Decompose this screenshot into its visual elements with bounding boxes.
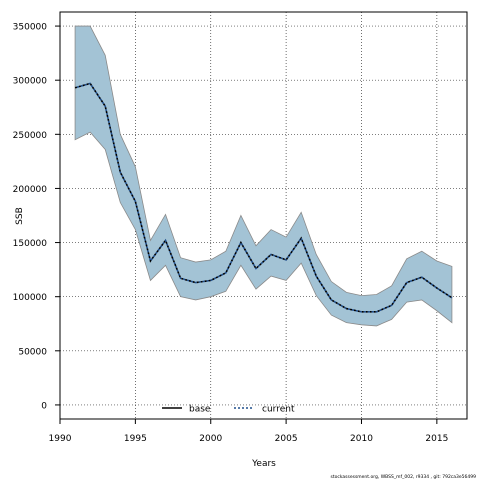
footer-credit: stockassessment.org, WBSS_mf_002, r9334 … — [331, 474, 477, 480]
series-lines — [74, 82, 453, 313]
legend-label-base: base — [189, 405, 211, 415]
current-line-dark — [74, 82, 453, 313]
x-tick-label: 2005 — [275, 434, 298, 444]
plot-frame — [59, 11, 468, 420]
y-tick-label: 50000 — [18, 347, 47, 357]
y-axis-title: SSB — [15, 207, 25, 225]
x-axis-title: Years — [251, 459, 276, 469]
y-tick-label: 200000 — [13, 185, 48, 195]
legend-label-current: current — [262, 405, 295, 415]
x-tick-label: 2015 — [425, 434, 448, 444]
x-tick-label: 2010 — [350, 434, 373, 444]
x-tick-label: 1995 — [124, 434, 147, 444]
legend: base current — [162, 405, 295, 415]
y-axis: 0 50000 100000 150000 200000 250000 300000 3500… — [13, 23, 60, 411]
x-axis: 1990 1995 2000 2005 2010 2015 — [49, 419, 448, 444]
y-tick-label: 0 — [41, 401, 47, 411]
y-tick-label: 100000 — [13, 293, 48, 303]
y-tick-label: 150000 — [13, 239, 48, 249]
y-tick-label: 250000 — [13, 131, 48, 141]
x-tick-label: 1990 — [49, 434, 72, 444]
y-tick-label: 350000 — [13, 23, 48, 33]
grid — [59, 12, 467, 419]
x-tick-label: 2000 — [199, 434, 222, 444]
y-tick-label: 300000 — [13, 77, 48, 87]
plot-area — [60, 12, 467, 419]
